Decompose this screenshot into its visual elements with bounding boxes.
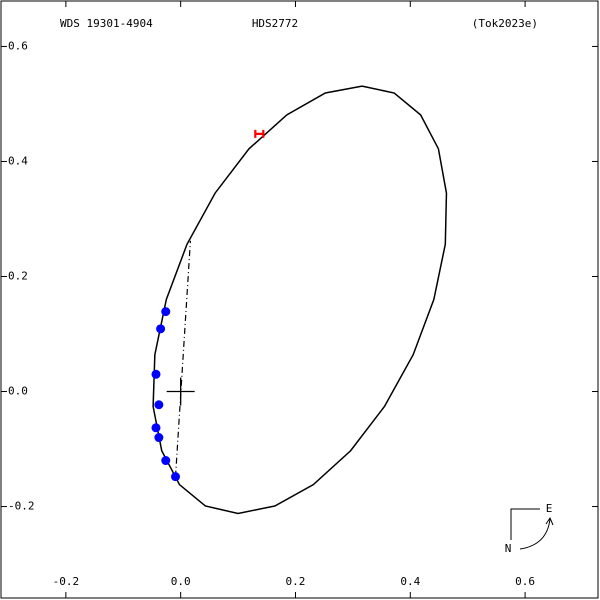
- primary: [166, 377, 195, 406]
- observation: [161, 307, 171, 317]
- compass: [510, 508, 540, 540]
- observation: [154, 400, 164, 410]
- y-tick-label: 0.4: [8, 154, 28, 167]
- observation: [151, 423, 161, 433]
- annotation: (Tok2023e): [472, 17, 538, 30]
- orbit: [152, 85, 448, 515]
- x-tick-label: -0.2: [53, 575, 80, 588]
- x-tick-label: 0.4: [400, 575, 420, 588]
- x-tick-label: 0.6: [515, 575, 535, 588]
- x-tick-label: 0.2: [286, 575, 306, 588]
- observation: [171, 472, 181, 482]
- observation: [156, 324, 166, 334]
- compass-arrow: [519, 516, 554, 550]
- y-tick-label: -0.2: [8, 500, 35, 513]
- compass-north: N: [505, 542, 512, 555]
- h-marker: [254, 129, 265, 138]
- x-tick-label: 0.0: [171, 575, 191, 588]
- observation: [154, 433, 164, 443]
- compass-east: E: [546, 502, 553, 515]
- chart-title: HDS2772: [252, 17, 298, 30]
- y-tick-label: 0.0: [8, 385, 28, 398]
- y-tick-label: 0.2: [8, 269, 28, 282]
- y-tick-label: 0.6: [8, 39, 28, 52]
- annotation: WDS 19301-4904: [60, 17, 153, 30]
- observation: [161, 456, 171, 466]
- observation: [151, 369, 161, 379]
- node-line: [174, 240, 192, 477]
